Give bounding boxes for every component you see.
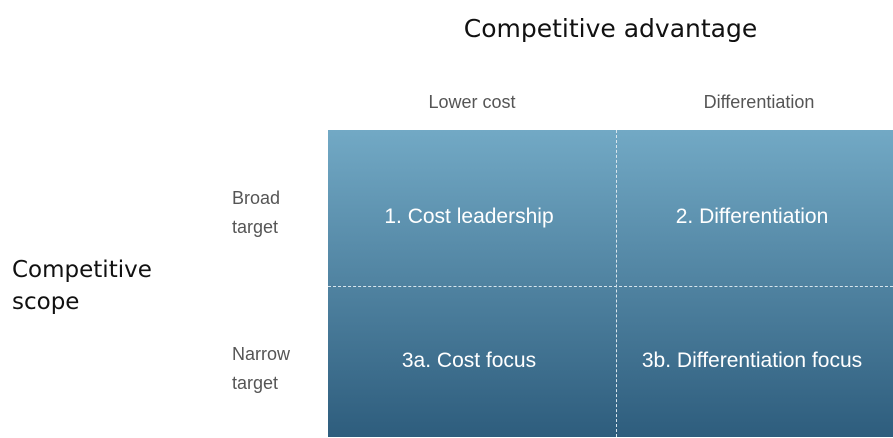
- cell-text: 3a. Cost focus: [401, 349, 537, 372]
- column-header: Lower cost: [428, 92, 516, 112]
- cell: 3b. Differentiation focus: [611, 284, 893, 438]
- side-label: Competitive scope: [12, 257, 152, 315]
- title: Competitive advantage: [463, 14, 758, 43]
- divider: [328, 286, 893, 287]
- matrix: 1. Cost leadership 2. Differentiation 3a…: [328, 130, 893, 437]
- row-header: Broad target: [232, 188, 281, 237]
- cell-text: 2. Differentiation: [675, 205, 829, 228]
- cell: 1. Cost leadership: [328, 140, 610, 294]
- cell: 3a. Cost focus: [328, 284, 610, 438]
- divider: [616, 130, 617, 437]
- column-header: Differentiation: [703, 92, 815, 112]
- row-header: Narrow target: [232, 344, 291, 393]
- cell-text: 3b. Differentiation focus: [641, 349, 863, 372]
- cell-text: 1. Cost leadership: [384, 205, 554, 228]
- cell: 2. Differentiation: [611, 140, 893, 294]
